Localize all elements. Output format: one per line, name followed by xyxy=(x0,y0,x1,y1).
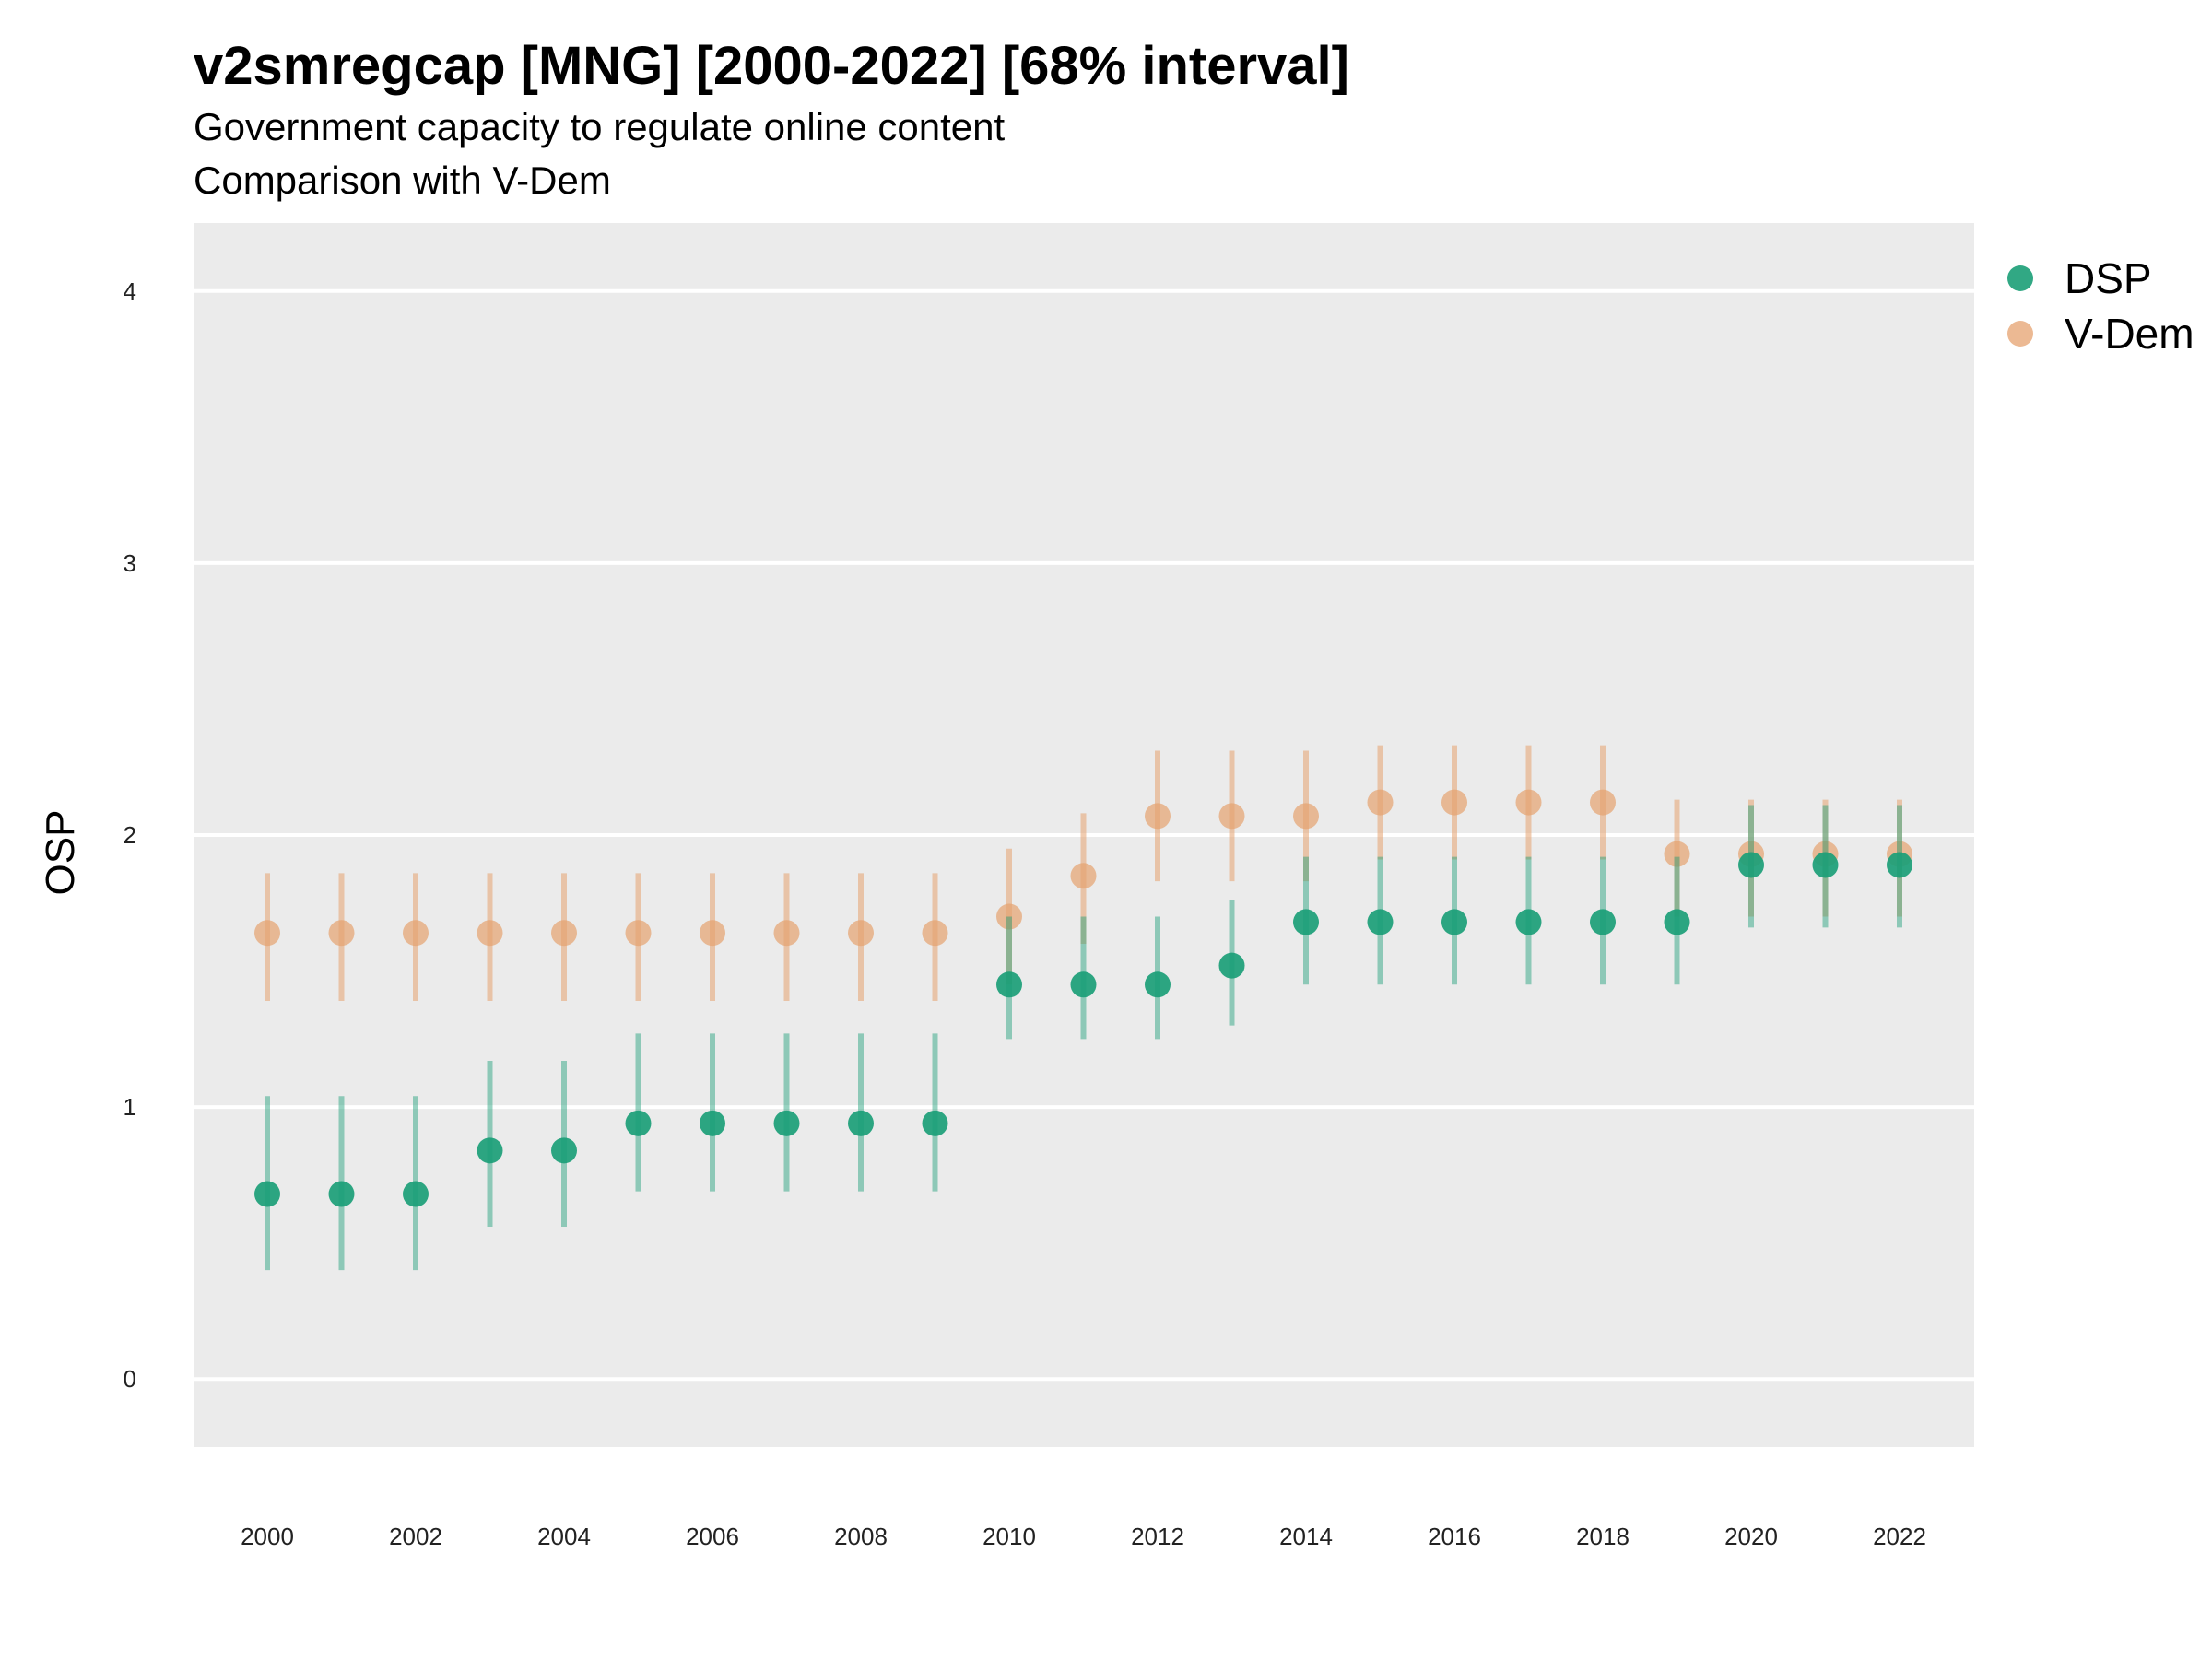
vdem-point-2011 xyxy=(1070,863,1097,889)
x-tick-labels: 2000 2002 2004 2006 2008 2010 2012 2014 2016 2018… xyxy=(241,1523,1926,1550)
dsp-point-2016 xyxy=(1441,909,1467,935)
chart-subtitle-comparison: Comparison with V-Dem xyxy=(194,159,611,202)
chart-title: v2smregcap [MNG] [2000-2022] [68% interv… xyxy=(194,36,1349,96)
legend-dsp-label: DSP xyxy=(2065,254,2152,302)
y-tick-label-2: 2 xyxy=(124,821,136,849)
vdem-point-2006 xyxy=(700,920,725,947)
vdem-point-2002 xyxy=(403,920,429,947)
x-tick-label-2004: 2004 xyxy=(537,1523,591,1550)
dsp-point-2009 xyxy=(922,1110,948,1136)
y-tick-label-4: 4 xyxy=(124,277,136,305)
dsp-point-2010 xyxy=(996,971,1022,998)
dsp-point-2020 xyxy=(1738,852,1764,878)
dsp-point-2007 xyxy=(773,1110,800,1136)
vdem-point-2018 xyxy=(1590,789,1616,816)
dsp-point-2003 xyxy=(477,1137,503,1164)
x-tick-label-2008: 2008 xyxy=(834,1523,888,1550)
x-tick-label-2022: 2022 xyxy=(1873,1523,1926,1550)
x-tick-label-2018: 2018 xyxy=(1576,1523,1630,1550)
dsp-point-2021 xyxy=(1812,852,1839,878)
legend: DSP V-Dem xyxy=(2007,254,2194,358)
x-tick-label-2012: 2012 xyxy=(1131,1523,1184,1550)
vdem-point-2003 xyxy=(477,920,503,947)
vdem-point-2017 xyxy=(1515,789,1542,816)
chart-subtitle: Government capacity to regulate online c… xyxy=(194,105,1006,148)
y-tick-label-1: 1 xyxy=(124,1093,136,1121)
dsp-point-2006 xyxy=(700,1110,725,1136)
vdem-point-2019 xyxy=(1664,841,1690,867)
dsp-point-2000 xyxy=(254,1181,280,1207)
dsp-point-2004 xyxy=(551,1137,577,1164)
dsp-point-2014 xyxy=(1293,909,1319,935)
x-tick-label-2000: 2000 xyxy=(241,1523,294,1550)
dsp-point-2019 xyxy=(1664,909,1690,935)
x-tick-label-2016: 2016 xyxy=(1428,1523,1481,1550)
dsp-point-2002 xyxy=(403,1181,429,1207)
x-tick-label-2002: 2002 xyxy=(389,1523,442,1550)
y-tick-labels: 0 1 2 3 4 xyxy=(124,277,136,1393)
dsp-point-2005 xyxy=(625,1110,652,1136)
x-tick-label-2020: 2020 xyxy=(1724,1523,1778,1550)
vdem-point-2012 xyxy=(1145,803,1171,830)
data-marks xyxy=(254,745,1912,1271)
vdem-point-2000 xyxy=(254,920,280,947)
y-tick-label-0: 0 xyxy=(124,1365,136,1393)
x-tick-label-2014: 2014 xyxy=(1279,1523,1333,1550)
vdem-point-2001 xyxy=(328,920,355,947)
dsp-point-2001 xyxy=(328,1181,355,1207)
dsp-point-2015 xyxy=(1367,909,1394,935)
vdem-point-2013 xyxy=(1218,803,1245,830)
vdem-point-2008 xyxy=(848,920,874,947)
dsp-point-2013 xyxy=(1218,952,1245,979)
y-axis-title: OSP xyxy=(38,810,83,896)
vdem-point-2016 xyxy=(1441,789,1467,816)
dsp-point-2022 xyxy=(1887,852,1912,878)
dsp-point-2017 xyxy=(1515,909,1542,935)
x-tick-label-2010: 2010 xyxy=(982,1523,1036,1550)
vdem-point-2010 xyxy=(996,903,1022,930)
legend-vdem-label: V-Dem xyxy=(2065,310,2194,358)
dsp-point-2018 xyxy=(1590,909,1616,935)
vdem-point-2007 xyxy=(773,920,800,947)
legend-vdem-swatch xyxy=(2007,321,2033,347)
y-tick-label-3: 3 xyxy=(124,549,136,577)
dsp-point-2011 xyxy=(1070,971,1097,998)
vdem-point-2015 xyxy=(1367,789,1394,816)
vdem-point-2009 xyxy=(922,920,948,947)
x-tick-label-2006: 2006 xyxy=(686,1523,739,1550)
vdem-point-2005 xyxy=(625,920,652,947)
vdem-point-2014 xyxy=(1293,803,1319,830)
dsp-point-2008 xyxy=(848,1110,874,1136)
vdem-point-2004 xyxy=(551,920,577,947)
series-dsp xyxy=(254,805,1912,1271)
dsp-point-2012 xyxy=(1145,971,1171,998)
legend-dsp-swatch xyxy=(2007,265,2033,291)
